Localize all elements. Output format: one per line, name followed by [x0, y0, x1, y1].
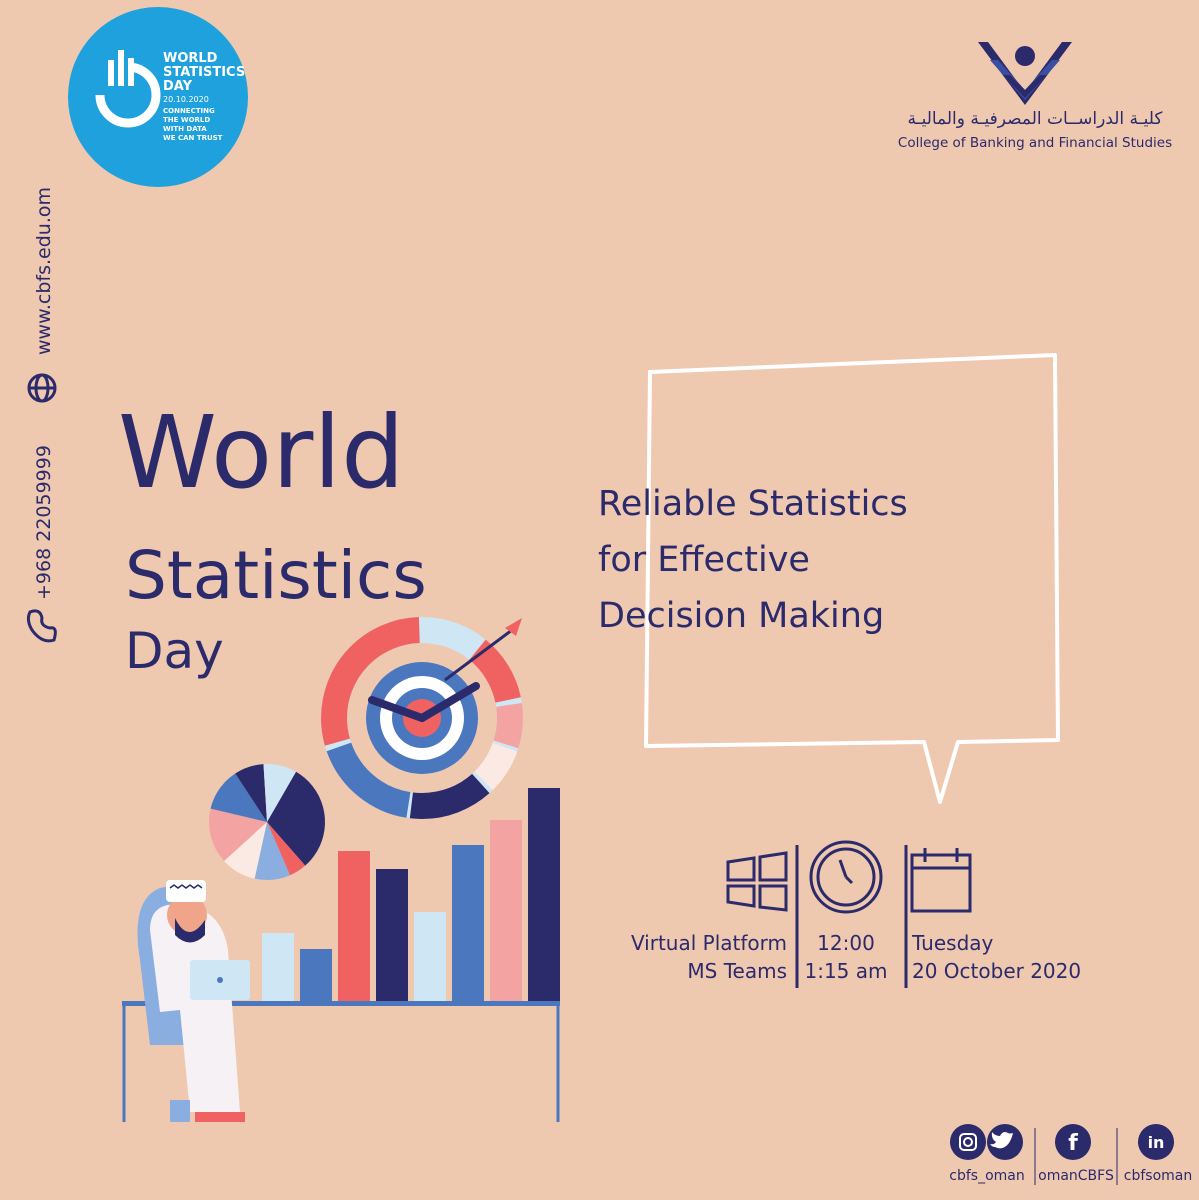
badge-motto: WITH DATA — [163, 125, 207, 133]
title: World Statistics Day — [118, 394, 427, 680]
phone: +968 22059999 — [33, 445, 55, 600]
social-handle: omanCBFS — [1038, 1168, 1114, 1184]
phone-icon — [26, 609, 57, 643]
contact: www.cbfs.edu.om +968 22059999 — [26, 187, 57, 643]
event-icons — [726, 840, 972, 988]
badge-text: STATISTICS — [163, 65, 245, 80]
badge-text: WORLD — [163, 51, 218, 66]
college-arabic: كليـة الدراســات المصرفيـة والماليـة — [907, 109, 1163, 129]
theme: Reliable Statistics for Effective Decisi… — [598, 484, 908, 636]
social-handle: cbfsoman — [1124, 1168, 1192, 1184]
date: Tuesday — [911, 931, 994, 955]
globe-icon — [27, 373, 57, 403]
college-logo: كليـة الدراســات المصرفيـة والماليـة Col… — [898, 42, 1172, 151]
theme-line: Decision Making — [598, 596, 884, 636]
speech-bubble — [644, 353, 1060, 804]
time: 1:15 am — [804, 959, 887, 983]
social: f in cbfs_oman omanCBFS cbfsoman — [949, 1124, 1192, 1185]
badge-motto: THE WORLD — [163, 116, 210, 124]
time: 12:00 — [817, 931, 875, 955]
badge-motto: WE CAN TRUST — [163, 134, 223, 142]
platform: MS Teams — [687, 959, 787, 983]
title-line: Day — [125, 622, 224, 680]
event: Virtual Platform MS Teams 12:00 1:15 am … — [631, 931, 1081, 983]
theme-line: Reliable Statistics — [598, 484, 908, 524]
badge: WORLD STATISTICS DAY 20.10.2020 CONNECTI… — [68, 7, 248, 187]
facebook-icon: f — [1068, 1131, 1078, 1156]
badge-date: 20.10.2020 — [163, 95, 209, 104]
date: 20 October 2020 — [912, 959, 1081, 983]
linkedin-icon: in — [1148, 1133, 1165, 1152]
badge-text: DAY — [163, 79, 193, 94]
website: www.cbfs.edu.om — [33, 187, 55, 355]
theme-line: for Effective — [598, 540, 810, 580]
badge-motto: CONNECTING — [163, 107, 215, 115]
title-line: World — [118, 394, 405, 511]
college-english: College of Banking and Financial Studies — [898, 135, 1172, 151]
platform: Virtual Platform — [631, 931, 787, 955]
social-handle: cbfs_oman — [949, 1168, 1024, 1184]
illustration — [122, 617, 560, 1122]
title-line: Statistics — [125, 537, 427, 614]
